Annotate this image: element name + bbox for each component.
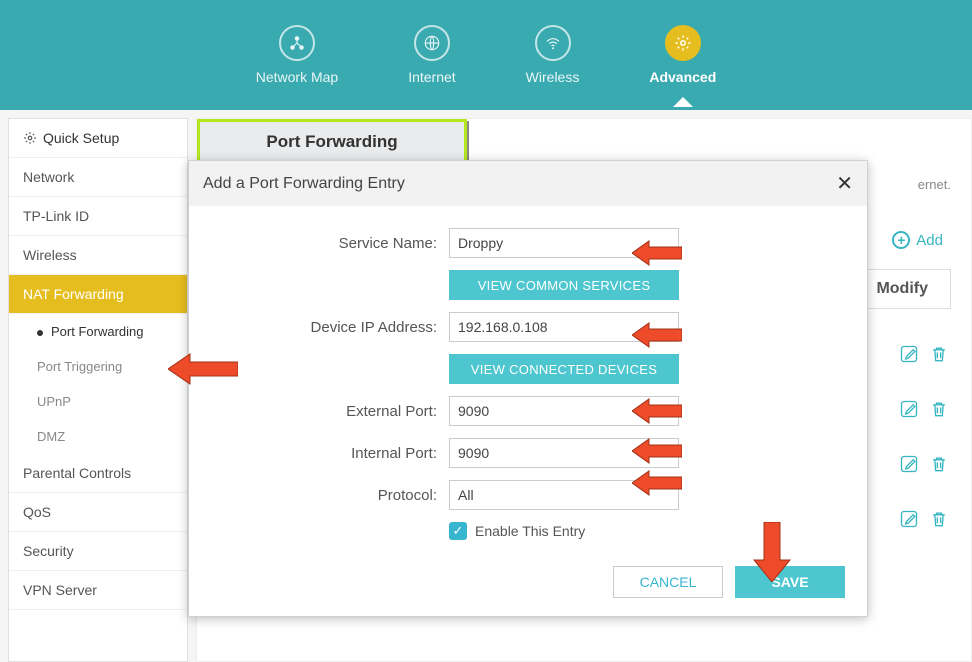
sidebar-sub-label: Port Triggering [37, 359, 122, 374]
gear-icon [23, 131, 37, 145]
modal-header: Add a Port Forwarding Entry ✕ [189, 161, 867, 206]
top-nav: Network Map Internet Wireless Advanced [0, 0, 972, 110]
sidebar-item-label: QoS [23, 504, 51, 520]
table-row [899, 509, 949, 529]
edit-icon[interactable] [899, 399, 919, 419]
trash-icon[interactable] [929, 399, 949, 419]
cancel-button[interactable]: CANCEL [613, 566, 723, 598]
arrow-annotation-icon [632, 322, 682, 348]
view-connected-devices-button[interactable]: VIEW CONNECTED DEVICES [449, 354, 679, 384]
external-port-label: External Port: [219, 403, 449, 420]
enable-entry-checkbox[interactable]: ✓ [449, 522, 467, 540]
plus-icon: + [892, 231, 910, 249]
table-column-modify: Modify [853, 269, 951, 309]
sidebar-sub-label: UPnP [37, 394, 71, 409]
hint-text: ernet. [918, 177, 951, 192]
arrow-annotation-icon [632, 438, 682, 464]
sidebar-sub-label: Port Forwarding [51, 324, 143, 339]
sidebar-item-nat-forwarding[interactable]: NAT Forwarding [9, 275, 187, 314]
nav-label: Internet [408, 69, 455, 85]
internal-port-label: Internal Port: [219, 445, 449, 462]
nav-label: Advanced [649, 69, 716, 85]
sidebar-item-label: Quick Setup [43, 130, 119, 146]
service-name-label: Service Name: [219, 235, 449, 252]
nav-advanced[interactable]: Advanced [649, 25, 716, 85]
arrow-annotation-icon [168, 352, 238, 386]
add-button[interactable]: + Add [892, 231, 943, 249]
sidebar-item-vpn[interactable]: VPN Server [9, 571, 187, 610]
gear-icon [665, 25, 701, 61]
sidebar-item-parental[interactable]: Parental Controls [9, 454, 187, 493]
enable-entry-label: Enable This Entry [475, 523, 585, 539]
table-row [899, 454, 949, 474]
sidebar-sub-dmz[interactable]: DMZ [9, 419, 187, 454]
table-row [899, 399, 949, 419]
sidebar-item-quick-setup[interactable]: Quick Setup [9, 119, 187, 158]
edit-icon[interactable] [899, 454, 919, 474]
nav-internet[interactable]: Internet [408, 25, 455, 85]
add-label: Add [916, 232, 943, 249]
trash-icon[interactable] [929, 454, 949, 474]
sidebar-sub-port-forwarding[interactable]: Port Forwarding [9, 314, 187, 349]
device-ip-label: Device IP Address: [219, 319, 449, 336]
network-icon [279, 25, 315, 61]
sidebar-item-label: TP-Link ID [23, 208, 89, 224]
sidebar-item-wireless[interactable]: Wireless [9, 236, 187, 275]
nav-network-map[interactable]: Network Map [256, 25, 338, 85]
edit-icon[interactable] [899, 509, 919, 529]
globe-icon [414, 25, 450, 61]
sidebar-sub-port-triggering[interactable]: Port Triggering [9, 349, 187, 384]
sidebar-item-label: Wireless [23, 247, 77, 263]
table-row [899, 344, 949, 364]
sidebar-item-label: Network [23, 169, 74, 185]
sidebar-item-tplink-id[interactable]: TP-Link ID [9, 197, 187, 236]
nav-label: Wireless [526, 69, 580, 85]
sidebar-sub-label: DMZ [37, 429, 65, 444]
view-common-services-button[interactable]: VIEW COMMON SERVICES [449, 270, 679, 300]
sidebar: Quick Setup Network TP-Link ID Wireless … [8, 118, 188, 662]
sidebar-item-network[interactable]: Network [9, 158, 187, 197]
trash-icon[interactable] [929, 509, 949, 529]
sidebar-item-label: Security [23, 543, 74, 559]
arrow-annotation-icon [632, 470, 682, 496]
sidebar-item-label: VPN Server [23, 582, 97, 598]
arrow-annotation-icon [632, 240, 682, 266]
trash-icon[interactable] [929, 344, 949, 364]
sidebar-sub-upnp[interactable]: UPnP [9, 384, 187, 419]
modal-title-text: Add a Port Forwarding Entry [203, 175, 405, 193]
page-title: Port Forwarding [197, 119, 467, 165]
protocol-label: Protocol: [219, 487, 449, 504]
nav-label: Network Map [256, 69, 338, 85]
arrow-annotation-icon [632, 398, 682, 424]
wifi-icon [535, 25, 571, 61]
edit-icon[interactable] [899, 344, 919, 364]
sidebar-item-label: NAT Forwarding [23, 286, 124, 302]
nav-wireless[interactable]: Wireless [526, 25, 580, 85]
close-icon[interactable]: ✕ [836, 171, 853, 196]
sidebar-item-label: Parental Controls [23, 465, 131, 481]
sidebar-item-security[interactable]: Security [9, 532, 187, 571]
arrow-annotation-icon [752, 522, 792, 582]
sidebar-item-qos[interactable]: QoS [9, 493, 187, 532]
